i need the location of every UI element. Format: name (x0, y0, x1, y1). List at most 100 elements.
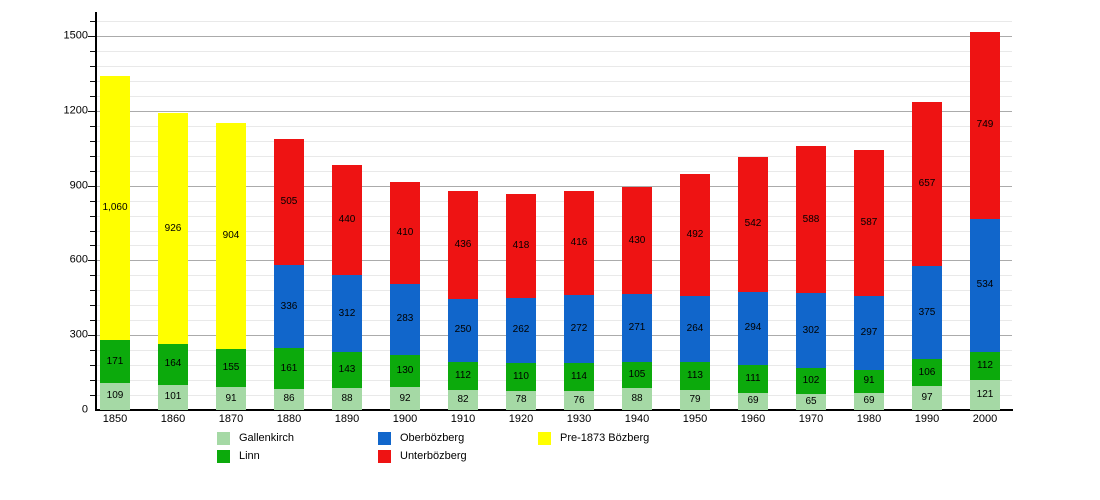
segment-value-label: 904 (222, 229, 240, 241)
segment-value-label: 76 (573, 394, 585, 406)
segment-value-label: 79 (689, 394, 701, 406)
oberbozberg-segment: 294 (738, 291, 768, 366)
segment-value-label: 250 (454, 324, 472, 336)
segment-value-label: 264 (686, 323, 704, 335)
minor-gridline (97, 95, 1012, 97)
y-axis-tick (90, 80, 95, 82)
gallenkirch-segment: 88 (332, 388, 362, 410)
pre-1873-bozberg-segment: 904 (216, 123, 246, 349)
oberbozberg-segment: 297 (854, 296, 884, 371)
unterbozberg-segment: 542 (738, 156, 768, 292)
oberbozberg-legend-label: Oberbözberg (400, 432, 465, 444)
segment-value-label: 113 (687, 370, 703, 382)
segment-value-label: 410 (396, 226, 414, 238)
segment-value-label: 312 (338, 307, 356, 319)
unterbozberg-segment: 430 (622, 187, 652, 295)
x-axis-tick-label: 1990 (914, 413, 940, 425)
pre-1873-bozberg-segment: 1,060 (100, 75, 130, 341)
x-axis-tick-label: 2000 (972, 413, 998, 425)
oberbozberg-segment: 272 (564, 294, 594, 363)
y-axis-tick (90, 215, 95, 217)
linn-segment: 110 (506, 363, 536, 391)
gallenkirch-segment: 65 (796, 393, 826, 410)
oberbozberg-segment: 534 (970, 218, 1000, 352)
segment-value-label: 302 (802, 324, 820, 336)
y-axis-tick (88, 185, 95, 187)
y-axis-tick (88, 335, 95, 337)
oberbozberg-segment: 302 (796, 293, 826, 369)
segment-value-label: 1,060 (102, 202, 128, 214)
unterbozberg-segment: 416 (564, 191, 594, 295)
segment-value-label: 416 (570, 236, 588, 248)
y-axis-tick (90, 350, 95, 352)
segment-value-label: 336 (280, 300, 298, 312)
segment-value-label: 91 (225, 392, 237, 404)
segment-value-label: 88 (631, 393, 643, 405)
x-axis-tick-label: 1850 (102, 413, 128, 425)
oberbozberg-segment: 264 (680, 296, 710, 363)
gallenkirch-segment: 79 (680, 390, 710, 410)
segment-value-label: 109 (106, 390, 124, 402)
linn-segment: 164 (158, 343, 188, 385)
segment-value-label: 164 (164, 358, 182, 370)
y-axis-tick-label: 0 (81, 403, 88, 416)
segment-value-label: 102 (802, 375, 820, 387)
segment-value-label: 112 (977, 359, 993, 371)
x-axis-tick-label: 1900 (392, 413, 418, 425)
linn-segment: 155 (216, 348, 246, 388)
linn-segment: 143 (332, 352, 362, 389)
linn-segment: 112 (448, 361, 478, 390)
unterbozberg-segment: 587 (854, 149, 884, 297)
segment-value-label: 436 (454, 238, 472, 250)
segment-value-label: 65 (805, 395, 817, 407)
segment-value-label: 82 (457, 393, 469, 405)
segment-value-label: 69 (863, 395, 875, 407)
linn-segment: 161 (274, 348, 304, 389)
unterbozberg-segment: 749 (970, 32, 1000, 219)
pre-1873-bozberg-legend-swatch (538, 432, 551, 445)
x-axis-tick-label: 1970 (798, 413, 824, 425)
y-axis-tick (90, 290, 95, 292)
segment-value-label: 430 (628, 234, 646, 246)
gallenkirch-segment: 76 (564, 391, 594, 410)
gallenkirch-segment: 69 (854, 392, 884, 410)
y-axis-tick (90, 395, 95, 396)
y-axis-tick-label: 600 (69, 253, 88, 266)
linn-segment: 112 (970, 351, 1000, 380)
linn-legend-swatch (217, 450, 230, 463)
segment-value-label: 171 (106, 355, 124, 367)
segment-value-label: 69 (747, 395, 759, 407)
unterbozberg-segment: 440 (332, 164, 362, 275)
gallenkirch-segment: 86 (274, 388, 304, 410)
segment-value-label: 375 (918, 306, 936, 318)
y-axis-tick-label: 1200 (63, 104, 88, 117)
oberbozberg-segment: 283 (390, 284, 420, 355)
unterbozberg-segment: 588 (796, 146, 826, 294)
pre-1873-bozberg-segment: 926 (158, 113, 188, 344)
segment-value-label: 155 (222, 361, 240, 373)
x-axis-tick-label: 1930 (566, 413, 592, 425)
unterbozberg-legend-swatch (378, 450, 391, 463)
segment-value-label: 297 (860, 327, 878, 339)
y-axis-tick (90, 155, 95, 157)
y-axis-tick (88, 260, 95, 262)
y-axis-tick (88, 36, 95, 37)
x-axis-tick-label: 1920 (508, 413, 534, 425)
segment-value-label: 143 (338, 364, 356, 376)
gallenkirch-segment: 101 (158, 384, 188, 410)
segment-value-label: 106 (918, 366, 936, 378)
gallenkirch-legend-label: Gallenkirch (239, 432, 295, 444)
x-axis-tick-label: 1890 (334, 413, 360, 425)
unterbozberg-segment: 410 (390, 181, 420, 285)
segment-value-label: 588 (802, 213, 820, 225)
unterbozberg-segment: 436 (448, 190, 478, 300)
x-axis-tick-label: 1910 (450, 413, 476, 425)
y-axis-tick (90, 320, 95, 322)
segment-value-label: 101 (164, 391, 182, 403)
y-axis-tick (90, 21, 95, 22)
segment-value-label: 587 (860, 216, 878, 228)
y-axis-tick-label: 300 (69, 328, 88, 341)
minor-gridline (97, 80, 1012, 82)
segment-value-label: 88 (341, 393, 353, 405)
